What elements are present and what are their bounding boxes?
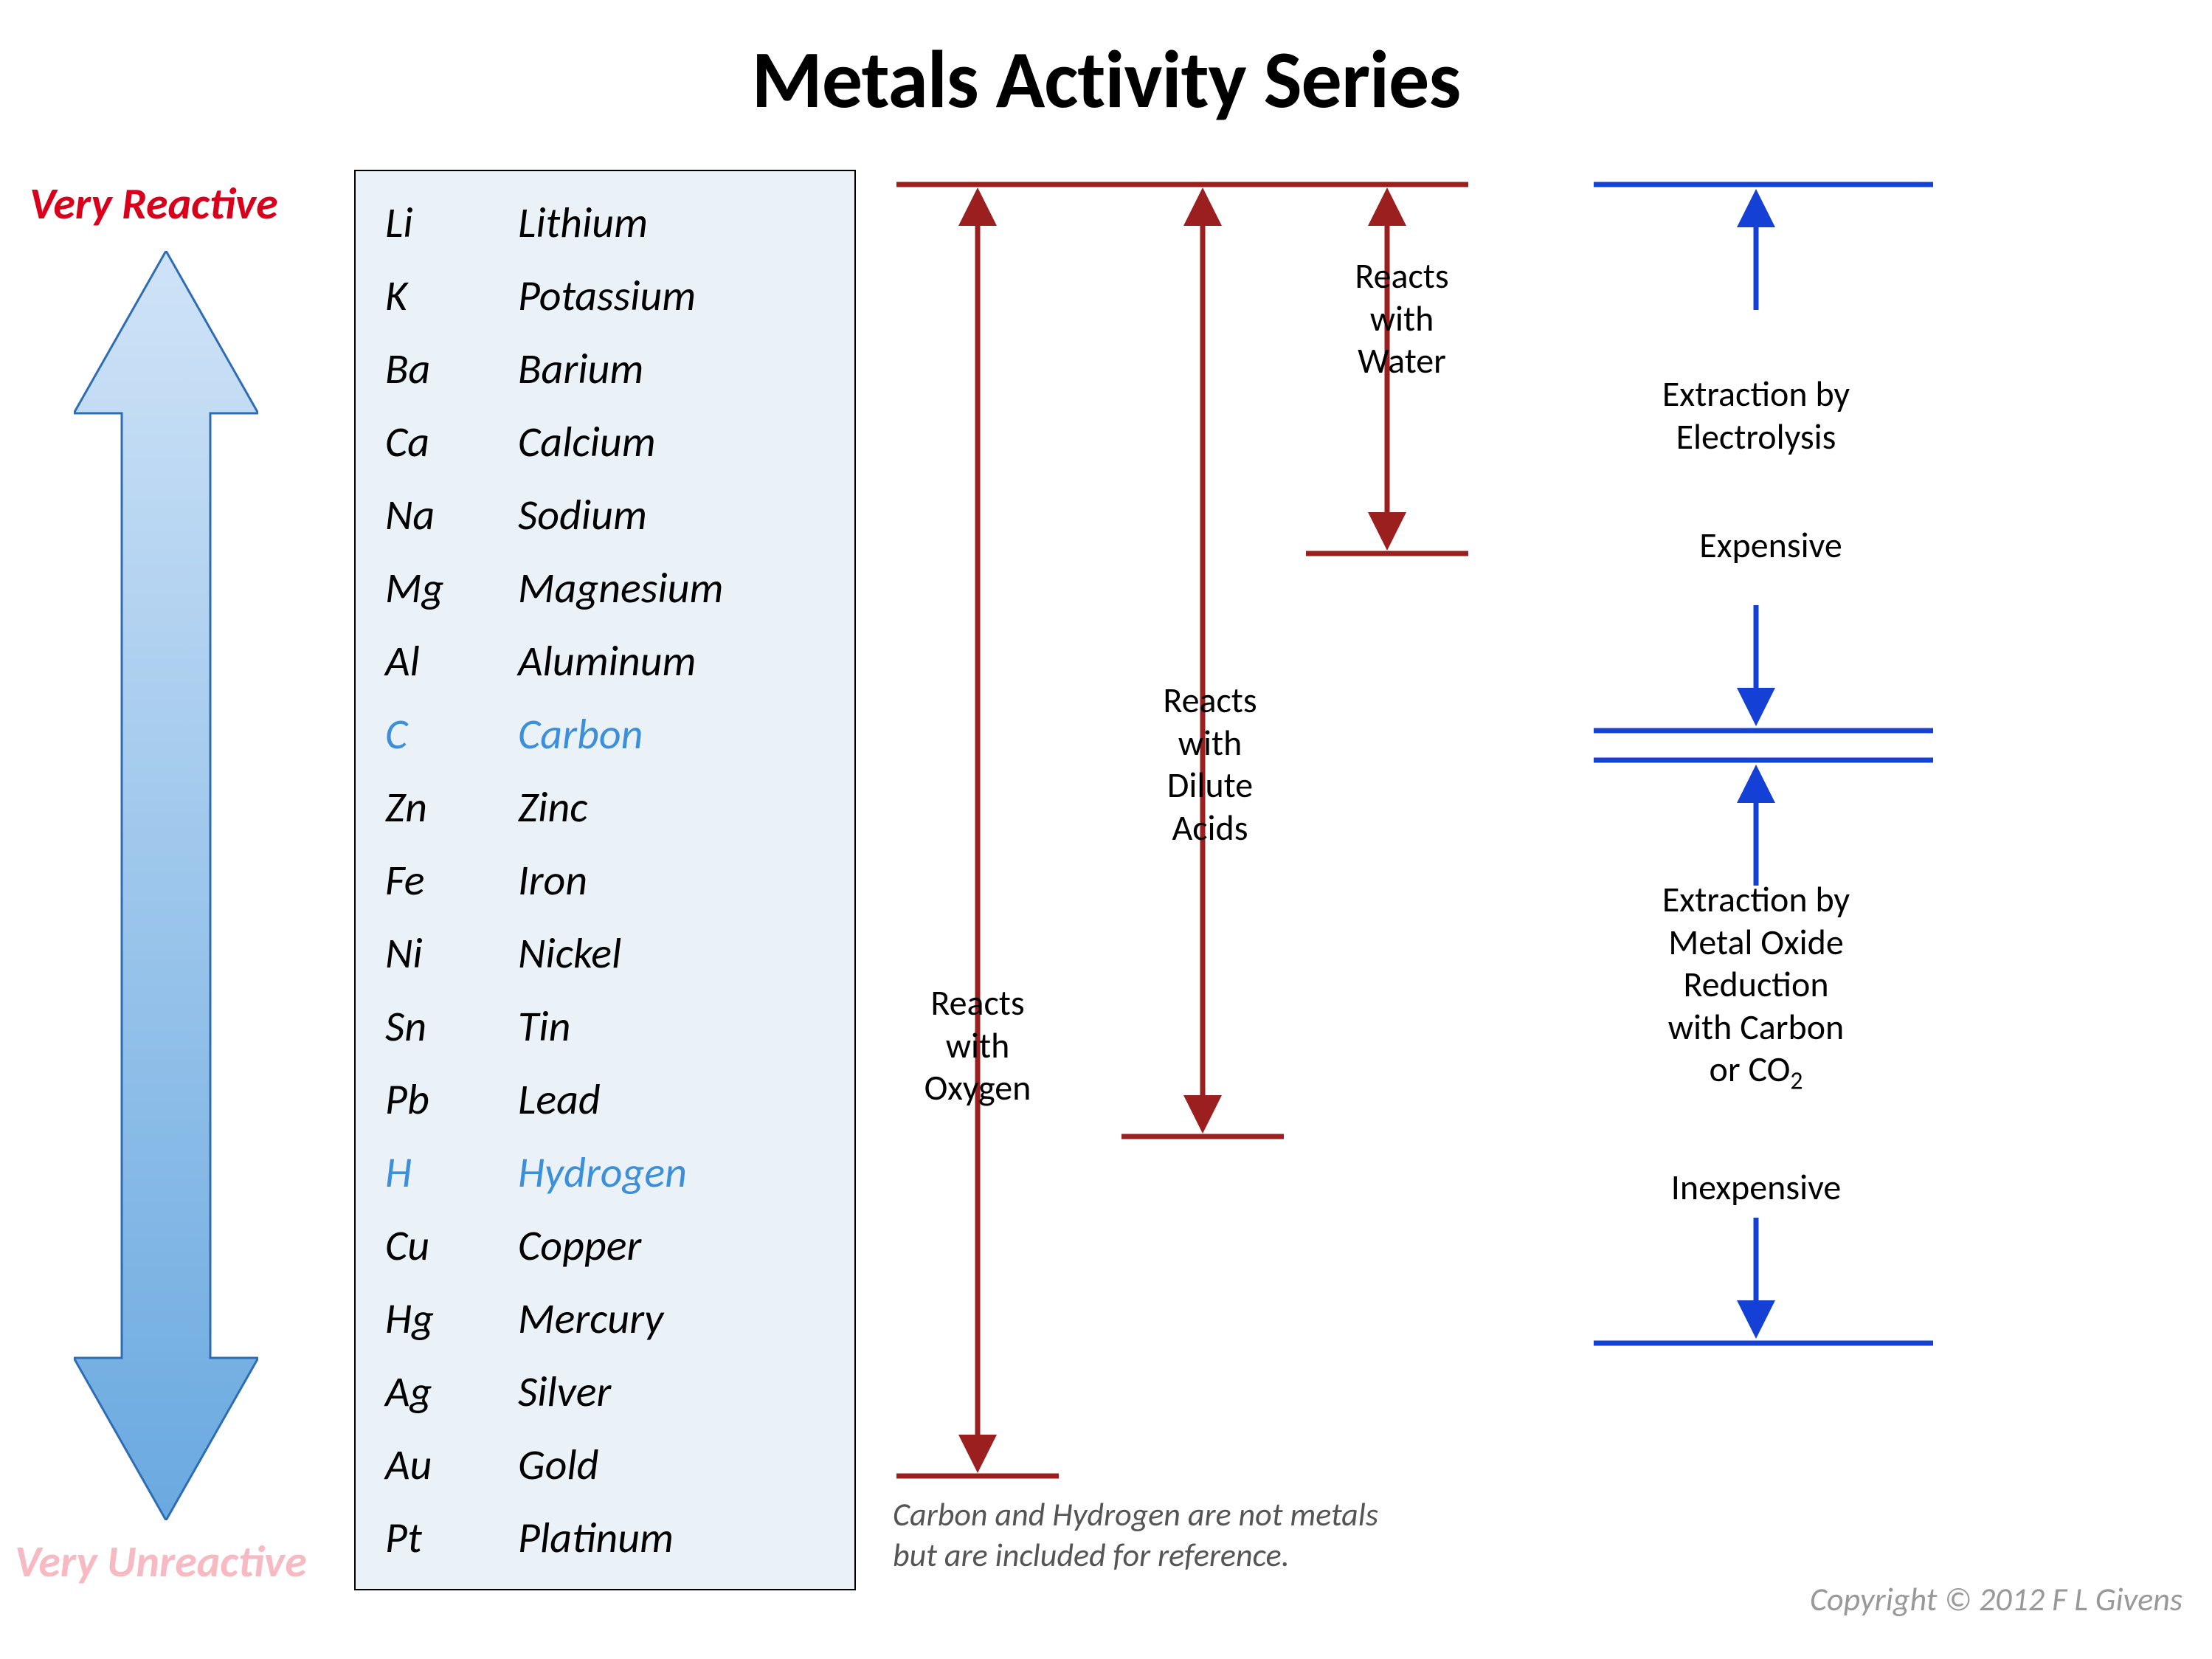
element-symbol: Ag	[385, 1365, 518, 1418]
element-name: Lithium	[518, 196, 832, 249]
element-row: NiNickel	[385, 917, 832, 990]
element-symbol: Hg	[385, 1292, 518, 1345]
element-row: CaCalcium	[385, 405, 832, 478]
element-name: Magnesium	[518, 562, 832, 614]
element-name: Platinum	[518, 1511, 832, 1564]
element-symbol: C	[385, 708, 518, 760]
element-name: Silver	[518, 1365, 832, 1418]
page: Metals Activity Series Very Reactive Ver…	[0, 0, 2212, 1659]
extraction-electrolysis-cost-label: Expensive	[1660, 524, 1881, 567]
reactivity-arrow	[74, 251, 258, 1520]
element-name: Iron	[518, 854, 832, 906]
element-name: Nickel	[518, 927, 832, 979]
element-symbol: Pb	[385, 1073, 518, 1125]
element-symbol: Na	[385, 489, 518, 541]
element-symbol: Sn	[385, 1000, 518, 1052]
element-row: CuCopper	[385, 1209, 832, 1282]
footnote-line: Carbon and Hydrogen are not metals	[893, 1494, 1378, 1534]
reaction-ranges-svg	[885, 170, 1490, 1590]
element-row: FeIron	[385, 844, 832, 917]
range-oxygen-label: ReactswithOxygen	[911, 982, 1044, 1109]
element-row: PbLead	[385, 1063, 832, 1136]
element-symbol: Ca	[385, 415, 518, 468]
copyright: Copyright © 2012 F L Givens	[1810, 1579, 2182, 1619]
extraction-electrolysis-label: Extraction byElectrolysis	[1631, 373, 1881, 458]
element-row: NaSodium	[385, 478, 832, 551]
element-name: Tin	[518, 1000, 832, 1052]
element-name: Sodium	[518, 489, 832, 541]
element-row: LiLithium	[385, 186, 832, 259]
element-row: HgMercury	[385, 1282, 832, 1355]
double-arrow-shape	[74, 251, 258, 1520]
element-row: HHydrogen	[385, 1136, 832, 1209]
element-symbol: Pt	[385, 1511, 518, 1564]
range-dilute-acids-label: ReactswithDiluteAcids	[1144, 679, 1276, 849]
element-name: Aluminum	[518, 635, 832, 687]
extraction-ranges: Extraction byElectrolysis Expensive Extrac…	[1549, 170, 2154, 1590]
element-symbol: Ba	[385, 342, 518, 395]
element-name: Potassium	[518, 269, 832, 322]
element-row: KPotassium	[385, 259, 832, 332]
element-symbol: Al	[385, 635, 518, 687]
element-symbol: Ni	[385, 927, 518, 979]
element-symbol: Li	[385, 196, 518, 249]
element-row: AuGold	[385, 1428, 832, 1501]
element-row: BaBarium	[385, 332, 832, 405]
element-symbol: H	[385, 1146, 518, 1198]
label-very-unreactive: Very Unreactive	[15, 1535, 307, 1589]
element-symbol: Mg	[385, 562, 518, 614]
element-row: CCarbon	[385, 697, 832, 770]
element-name: Barium	[518, 342, 832, 395]
element-symbol: K	[385, 269, 518, 322]
element-name: Carbon	[518, 708, 832, 760]
element-row: PtPlatinum	[385, 1501, 832, 1574]
element-symbol: Zn	[385, 781, 518, 833]
element-row: AgSilver	[385, 1355, 832, 1428]
element-name: Hydrogen	[518, 1146, 832, 1198]
element-name: Copper	[518, 1219, 832, 1272]
element-row: SnTin	[385, 990, 832, 1063]
label-very-reactive: Very Reactive	[30, 177, 278, 231]
reactivity-arrow-svg	[74, 251, 258, 1520]
footnote-line: but are included for reference.	[893, 1535, 1290, 1575]
range-water-label: ReactswithWater	[1335, 255, 1468, 382]
reaction-ranges: ReactswithOxygen ReactswithDiluteAcids Rea…	[885, 170, 1490, 1590]
extraction-carbon-cost-label: Inexpensive	[1645, 1166, 1867, 1209]
footnote: Carbon and Hydrogen are not metalsbut ar…	[893, 1494, 1378, 1576]
element-symbol: Cu	[385, 1219, 518, 1272]
element-row: MgMagnesium	[385, 551, 832, 624]
element-name: Gold	[518, 1438, 832, 1491]
element-row: ZnZinc	[385, 770, 832, 844]
element-symbol: Fe	[385, 854, 518, 906]
element-row: AlAluminum	[385, 624, 832, 697]
element-name: Calcium	[518, 415, 832, 468]
extraction-carbon-label: Extraction byMetal OxideReductionwith Ca…	[1631, 878, 1881, 1097]
element-name: Lead	[518, 1073, 832, 1125]
element-name: Mercury	[518, 1292, 832, 1345]
elements-table: LiLithiumKPotassiumBaBariumCaCalciumNaSo…	[354, 170, 856, 1590]
element-name: Zinc	[518, 781, 832, 833]
page-title: Metals Activity Series	[0, 30, 2212, 129]
element-symbol: Au	[385, 1438, 518, 1491]
